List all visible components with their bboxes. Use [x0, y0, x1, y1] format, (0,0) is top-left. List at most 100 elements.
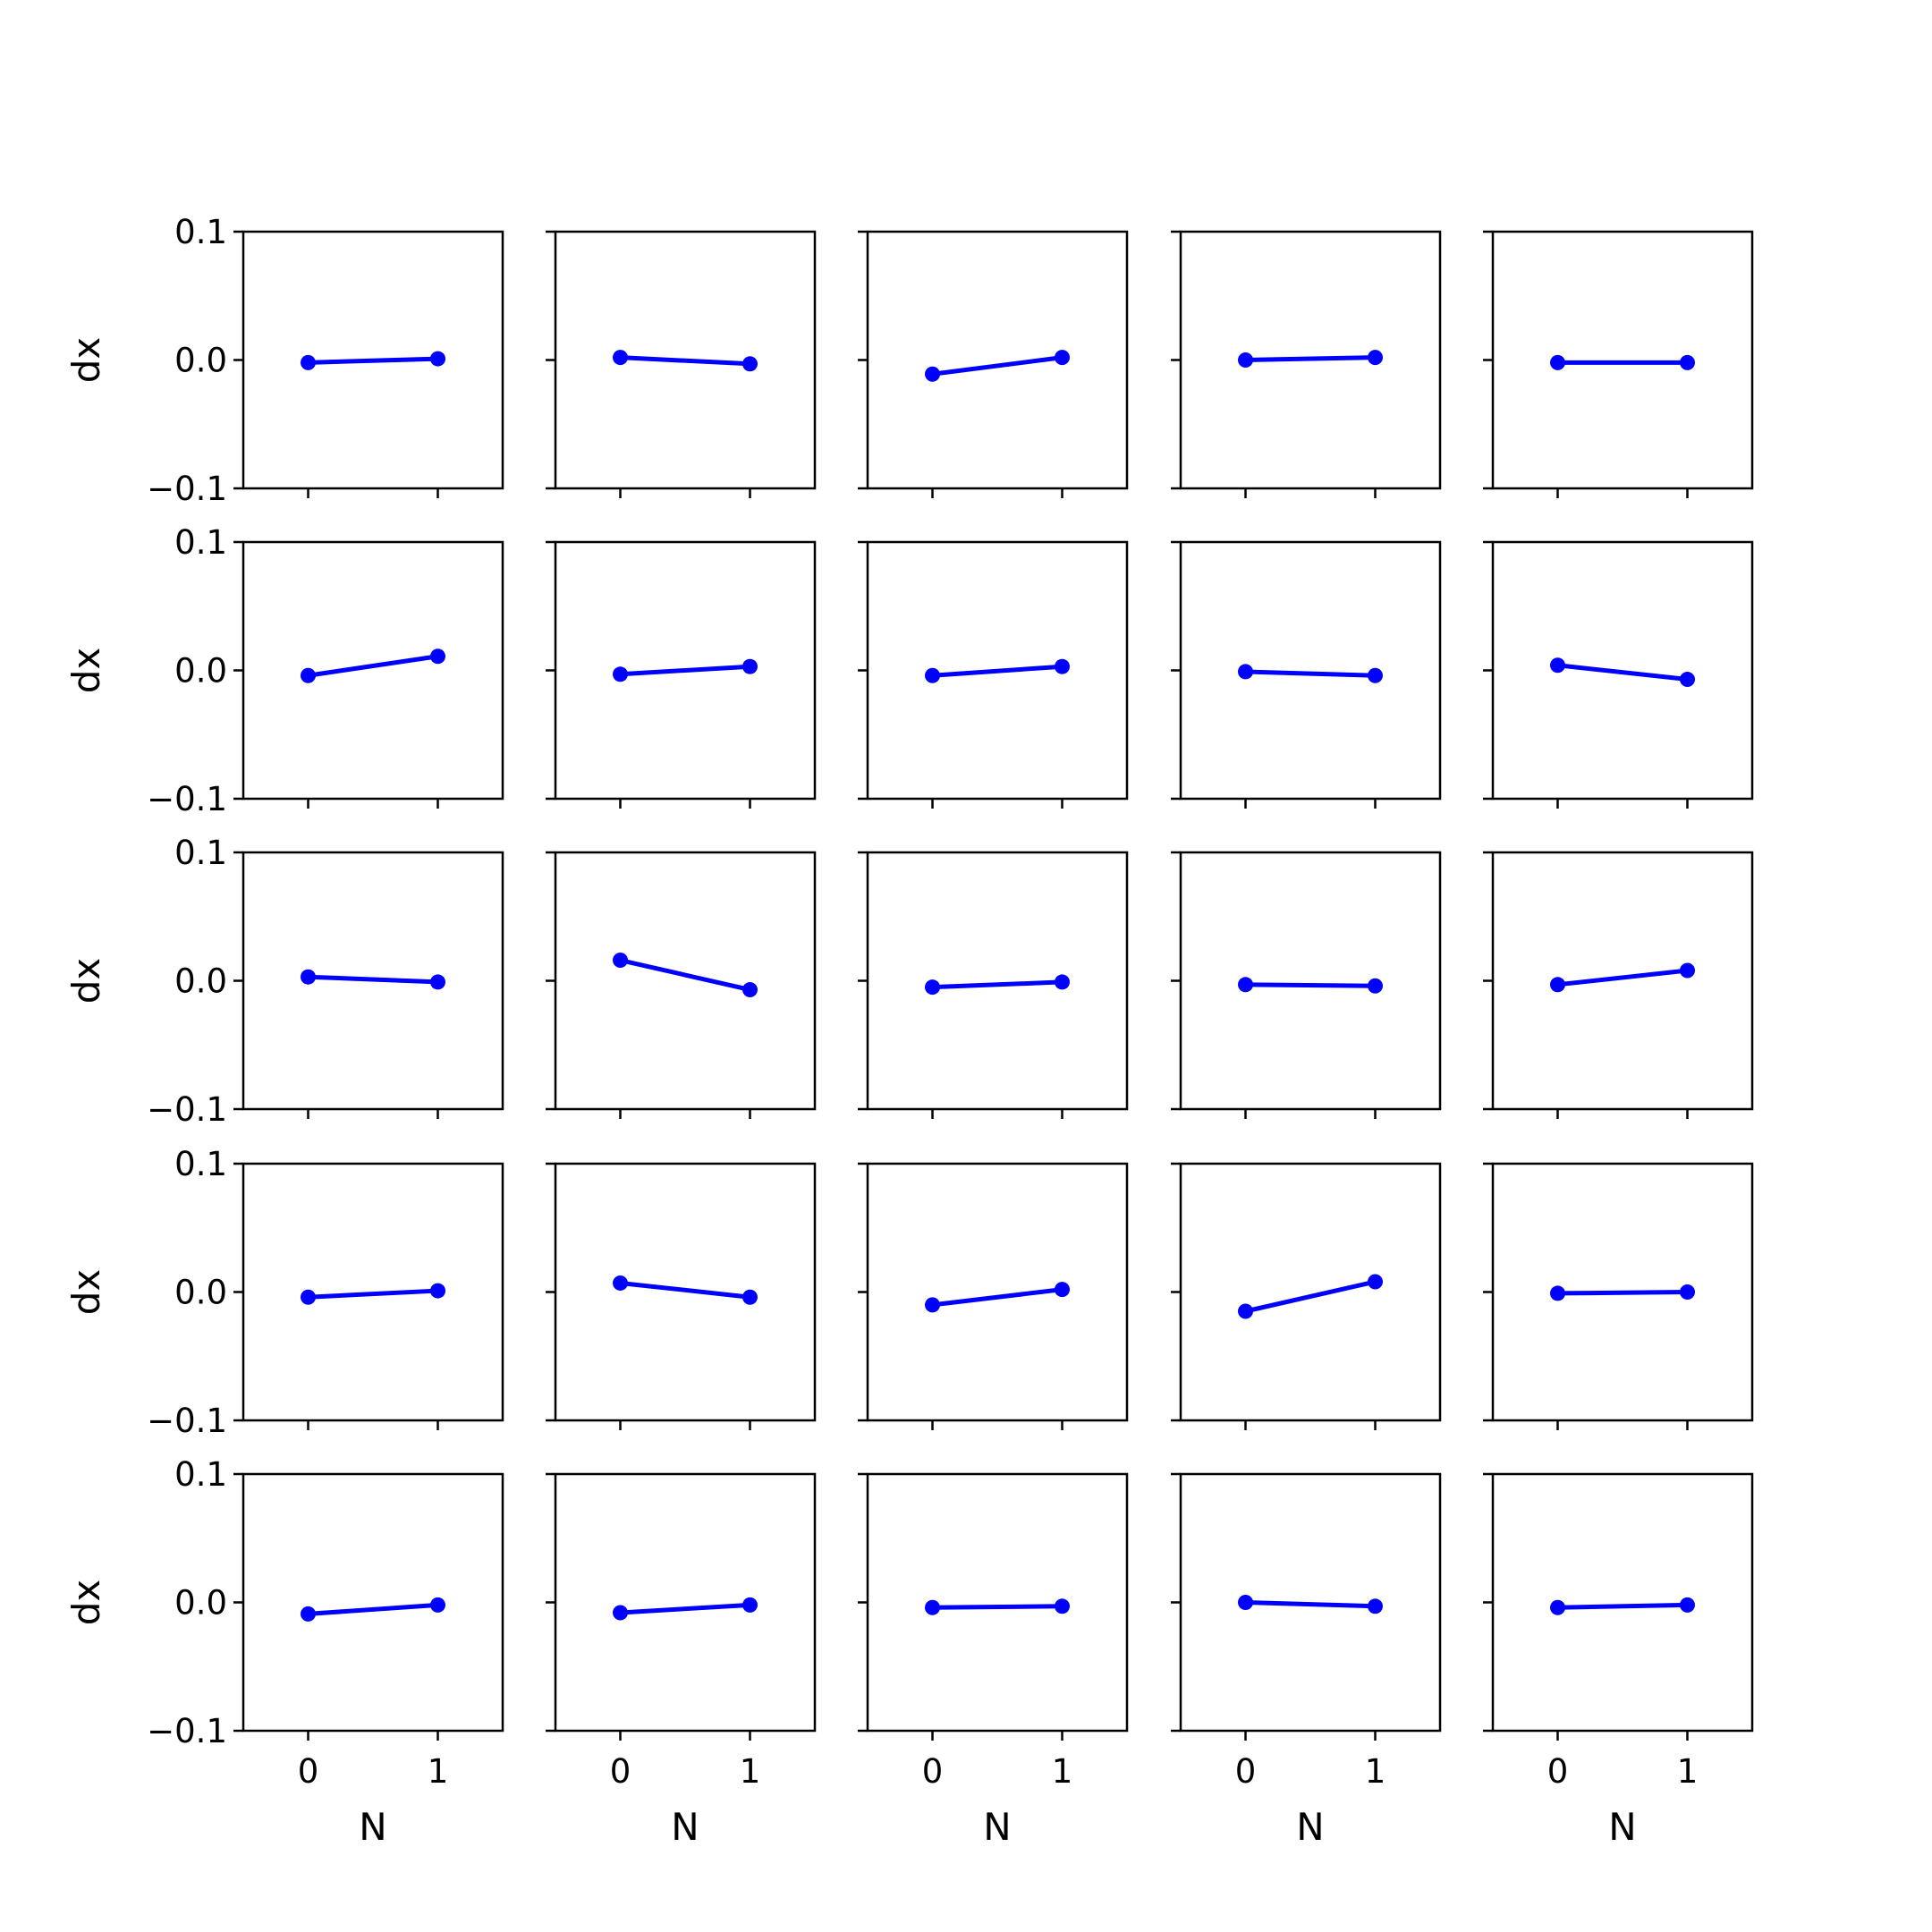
axes-frame: [1179, 540, 1442, 801]
x-axis-label: N: [1296, 1805, 1324, 1849]
data-point: [742, 658, 758, 674]
series-line: [308, 1602, 438, 1616]
axes-frame: [554, 540, 817, 801]
subplot-1-3: [1171, 540, 1442, 809]
subplot-2-2: [858, 851, 1129, 1119]
subplot-4-0: 0.1 0.0 −0.1 0 1 dx N: [64, 1455, 504, 1849]
axes-frame: [1179, 1162, 1442, 1422]
data-point: [1055, 1282, 1070, 1298]
data-point: [430, 974, 445, 990]
y-tick-label: 0.0: [174, 652, 227, 691]
y-tick-label: 0.1: [174, 1145, 227, 1183]
subplot-2-3: [1171, 851, 1442, 1119]
data-point: [742, 1597, 758, 1613]
series-line: [308, 1288, 438, 1300]
y-tick-label: 0.0: [174, 342, 227, 380]
series-line: [620, 1602, 750, 1615]
subplot-2-0: 0.1 0.0 −0.1 dx: [64, 834, 504, 1129]
axes-frame: [242, 1472, 504, 1733]
subplot-3-4: [1483, 1162, 1754, 1430]
x-axis-label: N: [1608, 1805, 1636, 1849]
subplot-0-3: [1171, 230, 1442, 498]
y-tick-label: 0.1: [174, 1455, 227, 1494]
y-tick-label: −0.1: [147, 1402, 227, 1440]
data-point: [1680, 672, 1695, 688]
axes-frame: [554, 1162, 817, 1422]
data-point: [742, 356, 758, 372]
data-point: [1238, 977, 1253, 993]
data-point: [1680, 1284, 1695, 1300]
data-point: [1055, 1598, 1070, 1614]
series-line: [1557, 663, 1688, 682]
axes-frame: [866, 1472, 1129, 1733]
axes-frame: [866, 851, 1129, 1111]
subplot-0-1: [546, 230, 817, 498]
data-point: [613, 1605, 628, 1621]
y-tick-label: 0.0: [174, 962, 227, 1001]
series-line: [1244, 1279, 1377, 1314]
subplot-1-0: 0.1 0.0 −0.1 dx: [64, 523, 504, 818]
data-point: [1368, 978, 1383, 994]
x-axis-label: N: [983, 1805, 1011, 1849]
data-point: [1550, 977, 1565, 993]
series-line: [620, 1280, 750, 1300]
data-point: [1550, 354, 1565, 370]
subplot-0-2: [858, 230, 1129, 498]
y-axis-label: dx: [64, 958, 108, 1004]
axes-frame: [1491, 1472, 1754, 1733]
y-axis-label: dx: [64, 1269, 108, 1316]
subplot-4-2: 0 1 N: [858, 1472, 1129, 1849]
x-tick-label: 1: [428, 1752, 449, 1791]
data-point: [430, 648, 445, 665]
y-axis-label: dx: [64, 648, 108, 694]
data-point: [742, 1289, 758, 1305]
axes-frame: [554, 851, 817, 1111]
axes-frame: [1179, 851, 1442, 1111]
axes-frame: [242, 851, 504, 1111]
subplot-0-0: 0.1 0.0 −0.1 dx: [64, 213, 504, 508]
data-point: [301, 354, 316, 370]
y-axis-label: dx: [64, 337, 108, 384]
data-point: [613, 350, 628, 366]
subplot-2-1: [546, 851, 817, 1119]
data-point: [430, 1597, 445, 1613]
data-point: [430, 1283, 445, 1299]
data-point: [1550, 657, 1565, 674]
series-line: [308, 356, 438, 365]
x-tick-label: 1: [1365, 1752, 1386, 1791]
axes-frame: [866, 540, 1129, 801]
series-line: [932, 355, 1063, 377]
subplot-3-0: 0.1 0.0 −0.1 dx: [64, 1145, 504, 1440]
axes-frame: [866, 1162, 1129, 1422]
series-line: [308, 974, 438, 985]
axes-frame: [866, 230, 1129, 490]
data-point: [1550, 1599, 1565, 1615]
axes-frame: [1491, 1162, 1754, 1422]
data-point: [301, 1606, 316, 1622]
y-tick-label: 0.0: [174, 1584, 227, 1623]
data-point: [925, 1599, 940, 1615]
series-line: [932, 979, 1063, 990]
axes-frame: [242, 1162, 504, 1422]
series-line: [620, 664, 750, 677]
subplot-1-1: [546, 540, 817, 809]
data-point: [925, 667, 940, 683]
data-point: [1238, 1595, 1253, 1610]
subplot-1-4: [1483, 540, 1754, 809]
x-tick-label: 0: [922, 1752, 944, 1791]
y-axis-label: dx: [64, 1580, 108, 1626]
data-point: [925, 1297, 940, 1313]
subplot-1-2: [858, 540, 1129, 809]
x-tick-label: 0: [1235, 1752, 1257, 1791]
data-point: [1680, 962, 1695, 979]
data-point: [301, 1289, 316, 1305]
data-point: [1680, 1597, 1695, 1613]
subplot-2-4: [1483, 851, 1754, 1119]
x-tick-label: 0: [1547, 1752, 1569, 1791]
axes-frame: [554, 230, 817, 490]
axes-frame: [1179, 230, 1442, 490]
axes-frame: [242, 540, 504, 801]
y-tick-label: −0.1: [147, 780, 227, 818]
data-point: [1550, 1285, 1565, 1301]
